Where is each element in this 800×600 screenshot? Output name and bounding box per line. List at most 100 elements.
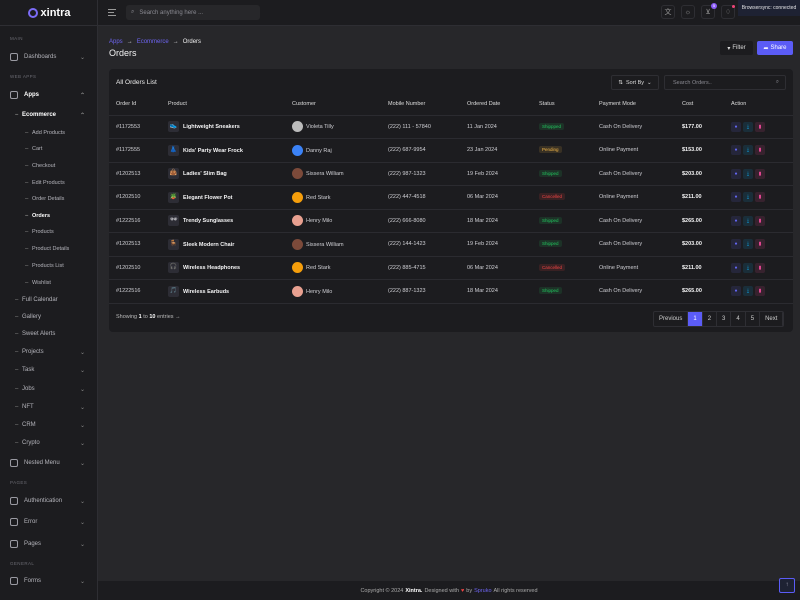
page-2-button[interactable]: 2 [703, 312, 718, 326]
product-name[interactable]: Trendy Sunglasses [183, 218, 234, 225]
language-icon[interactable]: 文 [661, 5, 675, 19]
delete-button[interactable]: ▮ [755, 145, 765, 156]
sidebar-item-checkout[interactable]: – Checkout [0, 159, 98, 173]
sidebar-item-sweet-alerts[interactable]: – Sweet Alerts [0, 327, 98, 341]
product-name[interactable]: Kids' Party Wear Frock [183, 147, 243, 154]
sidebar-item-authentication[interactable]: Authentication ⌄ [0, 494, 98, 508]
sidebar-item-projects[interactable]: – Projects ⌄ [0, 345, 98, 359]
view-button[interactable]: ● [731, 168, 741, 179]
date-cell: 06 Mar 2024 [460, 256, 532, 280]
sidebar-item-nft[interactable]: – NFT ⌄ [0, 400, 98, 414]
sidebar-item-task[interactable]: – Task ⌄ [0, 363, 98, 377]
sidebar-item-nested-menu[interactable]: Nested Menu ⌄ [0, 456, 98, 470]
sidebar-item-products-list[interactable]: – Products List [0, 259, 98, 273]
view-button[interactable]: ● [731, 239, 741, 250]
date-cell: 19 Feb 2024 [460, 162, 532, 186]
delete-button[interactable]: ▮ [755, 215, 765, 226]
global-search-input[interactable]: ⌕ Search anything here ... [126, 5, 260, 20]
arrow-right-icon[interactable]: → [175, 314, 181, 320]
customer-cell: Sissera William [285, 232, 381, 257]
page-4-button[interactable]: 4 [731, 312, 746, 326]
apps-icon [10, 91, 18, 99]
sidebar-item-cart[interactable]: – Cart [0, 142, 98, 156]
product-cell: 👜 Ladies' Slim Bag [161, 162, 285, 186]
spruko-link[interactable]: Spruko [474, 587, 492, 594]
notification-icon[interactable]: ♢ [721, 5, 735, 19]
view-button[interactable]: ● [731, 286, 741, 297]
sidebar-item-error[interactable]: Error ⌄ [0, 515, 98, 529]
cart-icon[interactable]: ⊻ 5 [701, 3, 717, 19]
download-button[interactable]: ⤓ [743, 168, 753, 179]
sidebar-item-add-products[interactable]: – Add Products [0, 126, 98, 140]
download-button[interactable]: ⤓ [743, 215, 753, 226]
status-cell: Shippped [532, 115, 592, 139]
download-button[interactable]: ⤓ [743, 145, 753, 156]
scroll-to-top-button[interactable]: ↑ [779, 578, 795, 593]
product-name[interactable]: Lightweight Sneakers [183, 124, 240, 131]
share-button[interactable]: ➦ Share [757, 41, 793, 55]
delete-button[interactable]: ▮ [755, 262, 765, 273]
view-button[interactable]: ● [731, 192, 741, 203]
download-button[interactable]: ⤓ [743, 286, 753, 297]
previous-button[interactable]: Previous [654, 312, 689, 326]
product-name[interactable]: Sleek Modern Chair [183, 241, 235, 248]
payment-cell: Cash On Delivery [592, 279, 675, 304]
download-button[interactable]: ⤓ [743, 192, 753, 203]
chevron-down-icon: ⌄ [80, 349, 86, 356]
sidebar-item-jobs[interactable]: – Jobs ⌄ [0, 382, 98, 396]
status-badge: Shipped [539, 169, 562, 177]
delete-button[interactable]: ▮ [755, 192, 765, 203]
avatar [292, 191, 303, 203]
download-button[interactable]: ⤓ [743, 121, 753, 132]
product-name[interactable]: Wireless Headphones [183, 265, 241, 272]
sidebar-item-orders[interactable]: – Orders [0, 209, 98, 223]
view-button[interactable]: ● [731, 121, 741, 132]
delete-button[interactable]: ▮ [755, 286, 765, 297]
status-badge: Cancelled [539, 193, 566, 201]
product-name[interactable]: Wireless Earbuds [183, 288, 230, 295]
sidebar-item-forms[interactable]: Forms ⌄ [0, 574, 98, 588]
sidebar-item-pages[interactable]: Pages ⌄ [0, 537, 98, 551]
sidebar-item-gallery[interactable]: – Gallery [0, 310, 98, 324]
download-button[interactable]: ⤓ [743, 262, 753, 273]
sidebar-item-products[interactable]: – Products [0, 225, 98, 239]
delete-button[interactable]: ▮ [755, 239, 765, 250]
column-header-cost: Cost [675, 93, 724, 116]
chevron-down-icon: ⌄ [80, 460, 86, 467]
page-5-button[interactable]: 5 [746, 312, 761, 326]
page-3-button[interactable]: 3 [717, 312, 732, 326]
orders-search-input[interactable]: Search Orders.. ⌕ [664, 75, 786, 90]
breadcrumb-apps[interactable]: Apps [109, 39, 123, 45]
hamburger-menu-icon[interactable] [108, 9, 116, 16]
page-1-button[interactable]: 1 [688, 312, 703, 326]
sidebar-item-crypto[interactable]: – Crypto ⌄ [0, 436, 98, 450]
next-button[interactable]: Next [760, 312, 784, 326]
sidebar-item-ecommerce[interactable]: – Ecommerce ⌃ [0, 108, 98, 122]
sidebar-item-product-details[interactable]: – Product Details [0, 242, 98, 256]
delete-button[interactable]: ▮ [755, 168, 765, 179]
view-button[interactable]: ● [731, 145, 741, 156]
breadcrumb-ecommerce[interactable]: Ecommerce [136, 39, 169, 45]
sidebar-item-edit-products[interactable]: – Edit Products [0, 176, 98, 190]
sidebar-item-wishlist[interactable]: – Wishlist [0, 276, 98, 290]
filter-button[interactable]: ▾ Filter [720, 41, 753, 55]
theme-toggle-icon[interactable]: ☼ [681, 5, 695, 19]
sidebar-item-dashboards[interactable]: Dashboards ⌄ [0, 50, 98, 64]
sidebar-item-label: Products [32, 229, 54, 235]
column-header-action: Action [724, 93, 793, 116]
view-button[interactable]: ● [731, 215, 741, 226]
logo[interactable]: xintra [0, 0, 98, 26]
download-button[interactable]: ⤓ [743, 239, 753, 250]
product-name[interactable]: Elegant Flower Pot [183, 194, 233, 201]
sidebar-item-order-details[interactable]: – Order Details [0, 192, 98, 206]
view-button[interactable]: ● [731, 262, 741, 273]
sidebar-item-full-calendar[interactable]: – Full Calendar [0, 293, 98, 307]
sidebar-item-label: Jobs [22, 386, 35, 392]
sidebar-category-main: MAIN [0, 31, 98, 45]
chevron-up-icon: ⌃ [80, 92, 86, 99]
product-name[interactable]: Ladies' Slim Bag [183, 171, 227, 178]
sidebar-item-apps[interactable]: Apps ⌃ [0, 88, 98, 102]
sort-by-dropdown[interactable]: ⇅ Sort By ⌄ [611, 75, 659, 90]
delete-button[interactable]: ▮ [755, 121, 765, 132]
sidebar-item-crm[interactable]: – CRM ⌄ [0, 418, 98, 432]
